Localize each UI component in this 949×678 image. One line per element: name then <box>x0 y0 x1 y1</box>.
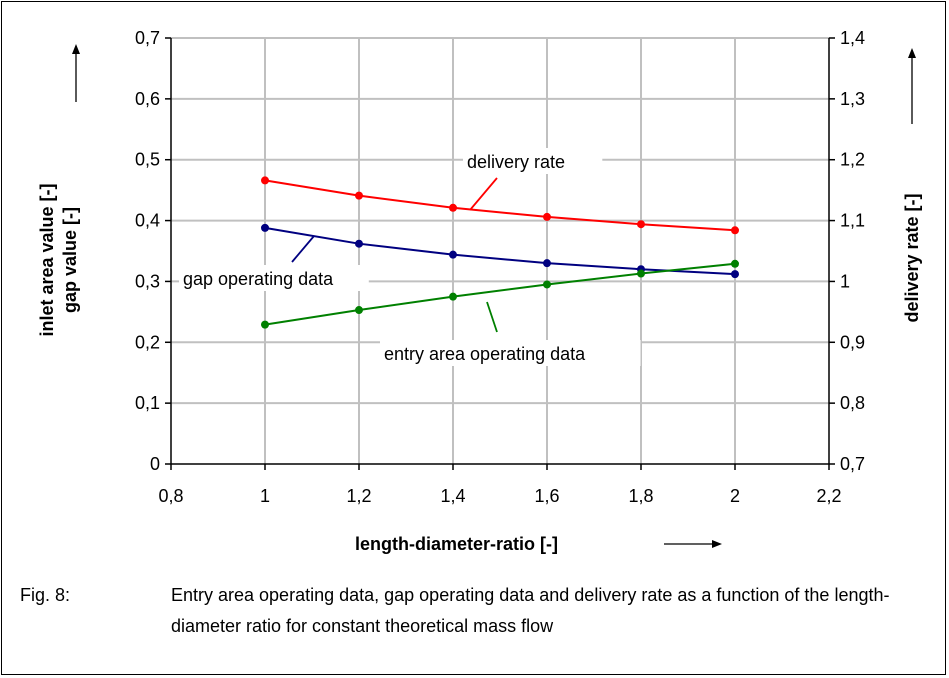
x-axis-title: length-diameter-ratio [-] <box>355 534 558 554</box>
x-axis-arrow-head <box>712 540 722 548</box>
y-axis-left-title: inlet area value [-] <box>37 183 57 336</box>
series-line-0 <box>264 179 736 232</box>
annotation-leader-line <box>486 301 498 333</box>
data-point <box>637 220 645 229</box>
series-label: gap operating data <box>183 269 334 289</box>
y-axis-left-title-line2: gap value [-] <box>60 207 80 313</box>
data-point <box>449 203 457 212</box>
grid-lines <box>171 37 829 464</box>
y-tick-label-right: 1,3 <box>840 89 865 109</box>
y-axis-right-title: delivery rate [-] <box>902 193 922 322</box>
series-line-2 <box>264 262 736 326</box>
series-label: delivery rate <box>467 152 565 172</box>
x-tick-label: 1,8 <box>628 486 653 506</box>
y-axis-left-arrow-head <box>72 44 80 54</box>
data-point <box>731 270 739 279</box>
y-tick-label-left: 0,1 <box>135 393 160 413</box>
line-chart: 0,8 1 1,2 1,4 1,6 1,8 2 2,2 0 0,7 0,1 0,8 0,2 0,9 0,3 1… <box>37 28 922 554</box>
y-tick-label-left: 0,2 <box>135 332 160 352</box>
annotation-background <box>179 265 369 291</box>
annotation-background <box>463 148 603 174</box>
data-point <box>261 320 269 329</box>
series-annotations: delivery rate gap operating data entry are… <box>179 148 641 366</box>
y-tick-label-right: 1,2 <box>840 150 865 170</box>
y-tick-label-left: 0 <box>150 454 160 474</box>
y-tick-label-right: 0,9 <box>840 332 865 352</box>
data-point <box>261 223 269 232</box>
annotation-background <box>380 340 641 366</box>
y-tick-label-right: 1,1 <box>840 211 865 231</box>
annotation-leader-line <box>291 235 315 263</box>
data-point <box>449 250 457 259</box>
x-tick-label: 1,2 <box>346 486 371 506</box>
tick-labels: 0,8 1 1,2 1,4 1,6 1,8 2 2,2 0 0,7 0,1 0,8 0,2 0,9 0,3 1… <box>135 28 865 506</box>
y-tick-label-right: 0,7 <box>840 454 865 474</box>
data-point <box>637 269 645 278</box>
caption-text: Entry area operating data, gap operating… <box>171 585 890 636</box>
x-tick-label: 1 <box>260 486 270 506</box>
data-point <box>355 306 363 315</box>
series-label: entry area operating data <box>384 344 586 364</box>
x-tick-label: 2,2 <box>816 486 841 506</box>
series-lines <box>261 176 739 329</box>
x-tick-label: 2 <box>730 486 740 506</box>
caption-label: Fig. 8: <box>20 585 71 605</box>
y-tick-label-right: 1 <box>840 271 850 291</box>
y-tick-label-left: 0,6 <box>135 89 160 109</box>
y-tick-label-right: 0,8 <box>840 393 865 413</box>
y-axis-right-arrow-head <box>908 48 916 58</box>
x-tick-label: 1,6 <box>534 486 559 506</box>
data-point <box>543 212 551 221</box>
axis-titles: length-diameter-ratio [-] inlet area valu… <box>37 44 922 554</box>
x-tick-label: 1,4 <box>440 486 465 506</box>
y-tick-label-left: 0,7 <box>135 28 160 48</box>
data-point <box>449 292 457 301</box>
data-point <box>731 259 739 268</box>
x-tick-label: 0,8 <box>158 486 183 506</box>
data-point <box>731 226 739 235</box>
data-point <box>355 239 363 248</box>
y-tick-label-left: 0,4 <box>135 211 160 231</box>
data-point <box>261 176 269 185</box>
data-point <box>355 191 363 200</box>
y-tick-label-left: 0,3 <box>135 271 160 291</box>
data-point <box>543 259 551 268</box>
y-tick-label-left: 0,5 <box>135 150 160 170</box>
axes <box>165 37 835 470</box>
annotation-leader-line <box>469 177 498 211</box>
data-point <box>543 280 551 289</box>
series-line-1 <box>264 226 736 276</box>
y-tick-label-right: 1,4 <box>840 28 865 48</box>
